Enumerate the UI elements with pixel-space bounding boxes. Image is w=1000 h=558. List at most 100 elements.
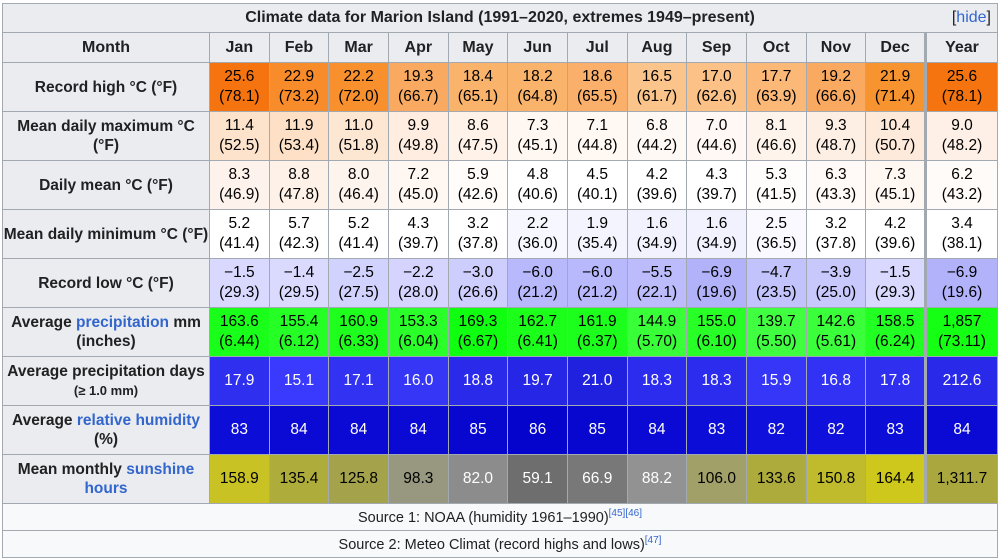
hide-toggle[interactable]: [hide] [951, 9, 991, 26]
cell-value: 17.1 [343, 372, 374, 389]
cell-value: 16.0 [403, 372, 434, 389]
data-cell: 5.2 (41.4) [328, 209, 389, 259]
data-cell: 7.3 (45.1) [865, 160, 926, 210]
cell-value-imperial: (34.9) [636, 235, 678, 252]
cell-value-imperial: (45.1) [517, 137, 558, 154]
data-cell: 15.9 [745, 356, 807, 406]
cell-value-imperial: (19.6) [941, 284, 983, 301]
cell-value: 4.3 [705, 166, 728, 183]
cell-value: 25.6 [224, 68, 255, 85]
cell-value: 16.5 [641, 68, 672, 85]
data-cell: 88.2 [626, 454, 688, 504]
cell-value-imperial: (65.1) [457, 88, 499, 105]
data-cell: 142.6 (5.61) [805, 307, 867, 357]
cell-value-imperial: (46.9) [219, 186, 260, 203]
cell-value: −6.9 [701, 264, 732, 281]
row-header-label: Average [11, 412, 77, 429]
cell-value: 9.3 [825, 117, 847, 134]
data-cell: 18.3 [686, 356, 747, 406]
row-header: Daily mean °C (°F) [2, 160, 210, 210]
table-title-text: Climate data for Marion Island (1991–202… [245, 9, 755, 26]
data-cell: 2.2 (36.0) [507, 209, 568, 259]
month-header-apr: Apr [387, 32, 449, 63]
cell-value: 8.8 [288, 166, 310, 183]
cell-value: −1.5 [879, 264, 911, 281]
cell-value: 2.2 [526, 215, 549, 232]
cell-value-imperial: (35.4) [577, 235, 618, 252]
data-cell: 8.1 (46.6) [745, 111, 807, 161]
cell-value-imperial: (5.50) [755, 333, 797, 350]
table-row: Daily mean °C (°F) 8.3 (46.9) 8.8 (47.8) 8.0 (… [2, 160, 999, 210]
data-cell: 6.3 (43.3) [805, 160, 867, 210]
data-cell: 1.6 (34.9) [686, 209, 747, 259]
reference-link[interactable]: [45][46] [608, 508, 643, 520]
data-cell: 4.5 (40.1) [566, 160, 628, 210]
hide-link[interactable]: hide [956, 9, 987, 26]
data-cell: 2.5 (36.5) [745, 209, 807, 259]
data-cell: 19.3 (66.7) [387, 62, 449, 112]
data-cell: 133.6 [745, 454, 807, 504]
row-header-label: Average precipitation days [7, 363, 205, 380]
cell-value: 8.6 [467, 117, 489, 134]
cell-value: 11.9 [284, 117, 314, 134]
cell-value: −2.2 [402, 264, 434, 281]
cell-value: 11.4 [224, 117, 254, 134]
cell-value: 4.3 [407, 215, 430, 232]
month-header-year: Year [923, 32, 999, 63]
cell-value-imperial: (6.12) [278, 333, 320, 350]
cell-value-imperial: (6.37) [577, 333, 618, 350]
data-cell: 158.5 (6.24) [865, 307, 926, 357]
cell-value: 9.0 [951, 117, 973, 134]
cell-value: 16.8 [820, 372, 851, 389]
table-row: Mean daily maximum °C (°F) 11.4 (52.5) 11.9… [2, 111, 999, 161]
data-cell: 4.3 (39.7) [686, 160, 747, 210]
cell-value-imperial: (6.44) [219, 333, 260, 350]
data-cell: 162.7 (6.41) [507, 307, 568, 357]
data-cell: 84 [387, 405, 449, 455]
data-cell: 17.1 [328, 356, 389, 406]
data-cell: 7.1 (44.8) [566, 111, 628, 161]
cell-value: 25.6 [946, 68, 978, 85]
row-header: Mean monthly sunshine hours [2, 454, 210, 504]
data-cell: 98.3 [387, 454, 449, 504]
cell-value: 15.1 [283, 372, 315, 389]
cell-value: 158.5 [875, 313, 915, 330]
month-header-dec: Dec [865, 32, 926, 63]
cell-value: 161.9 [577, 313, 617, 330]
cell-value-imperial: (66.7) [398, 88, 439, 105]
row-header-label: Daily mean °C (°F) [39, 176, 173, 194]
reference-link[interactable]: [47] [644, 535, 662, 547]
cell-value: 4.2 [646, 166, 668, 183]
cell-value: −5.5 [641, 264, 673, 281]
table-row: Average precipitation days (≥ 1.0 mm) 17.… [2, 356, 999, 406]
cell-value: 18.8 [462, 372, 494, 389]
cell-value: 59.1 [522, 470, 553, 487]
month-header-oct: Oct [745, 32, 807, 63]
cell-value: 7.3 [526, 117, 549, 134]
cell-value-imperial: (6.41) [517, 333, 558, 350]
cell-value: 7.2 [407, 166, 430, 183]
data-cell: −3.0 (26.6) [447, 258, 509, 308]
row-header-link[interactable]: relative humidity [76, 412, 201, 429]
row-header: Record high °C (°F) [2, 62, 210, 112]
row-header-link[interactable]: sunshine hours [84, 461, 195, 497]
data-cell: 139.7 (5.50) [745, 307, 807, 357]
cell-value: 22.2 [343, 68, 374, 85]
cell-value-imperial: (71.4) [874, 88, 916, 105]
cell-value: 5.9 [467, 166, 489, 183]
data-cell: −5.5 (22.1) [626, 258, 688, 308]
cell-value-imperial: (42.3) [278, 235, 320, 252]
cell-value-imperial: (51.8) [338, 137, 379, 154]
cell-value: 125.8 [339, 470, 379, 487]
cell-value: 144.9 [637, 313, 677, 330]
data-cell: 16.0 [387, 356, 449, 406]
cell-value: 18.3 [641, 372, 672, 389]
cell-value: 10.4 [880, 117, 911, 134]
data-cell: 18.6 (65.5) [566, 62, 628, 112]
table-row: Average precipitation mm (inches) 163.6 (6… [2, 307, 999, 357]
row-header-link[interactable]: precipitation [76, 314, 170, 331]
source-cell: Source 1: NOAA (humidity 1961–1990)[45][… [2, 503, 998, 531]
cell-value: 84 [953, 421, 971, 438]
cell-value: 82 [827, 421, 845, 438]
data-cell: 155.4 (6.12) [268, 307, 330, 357]
